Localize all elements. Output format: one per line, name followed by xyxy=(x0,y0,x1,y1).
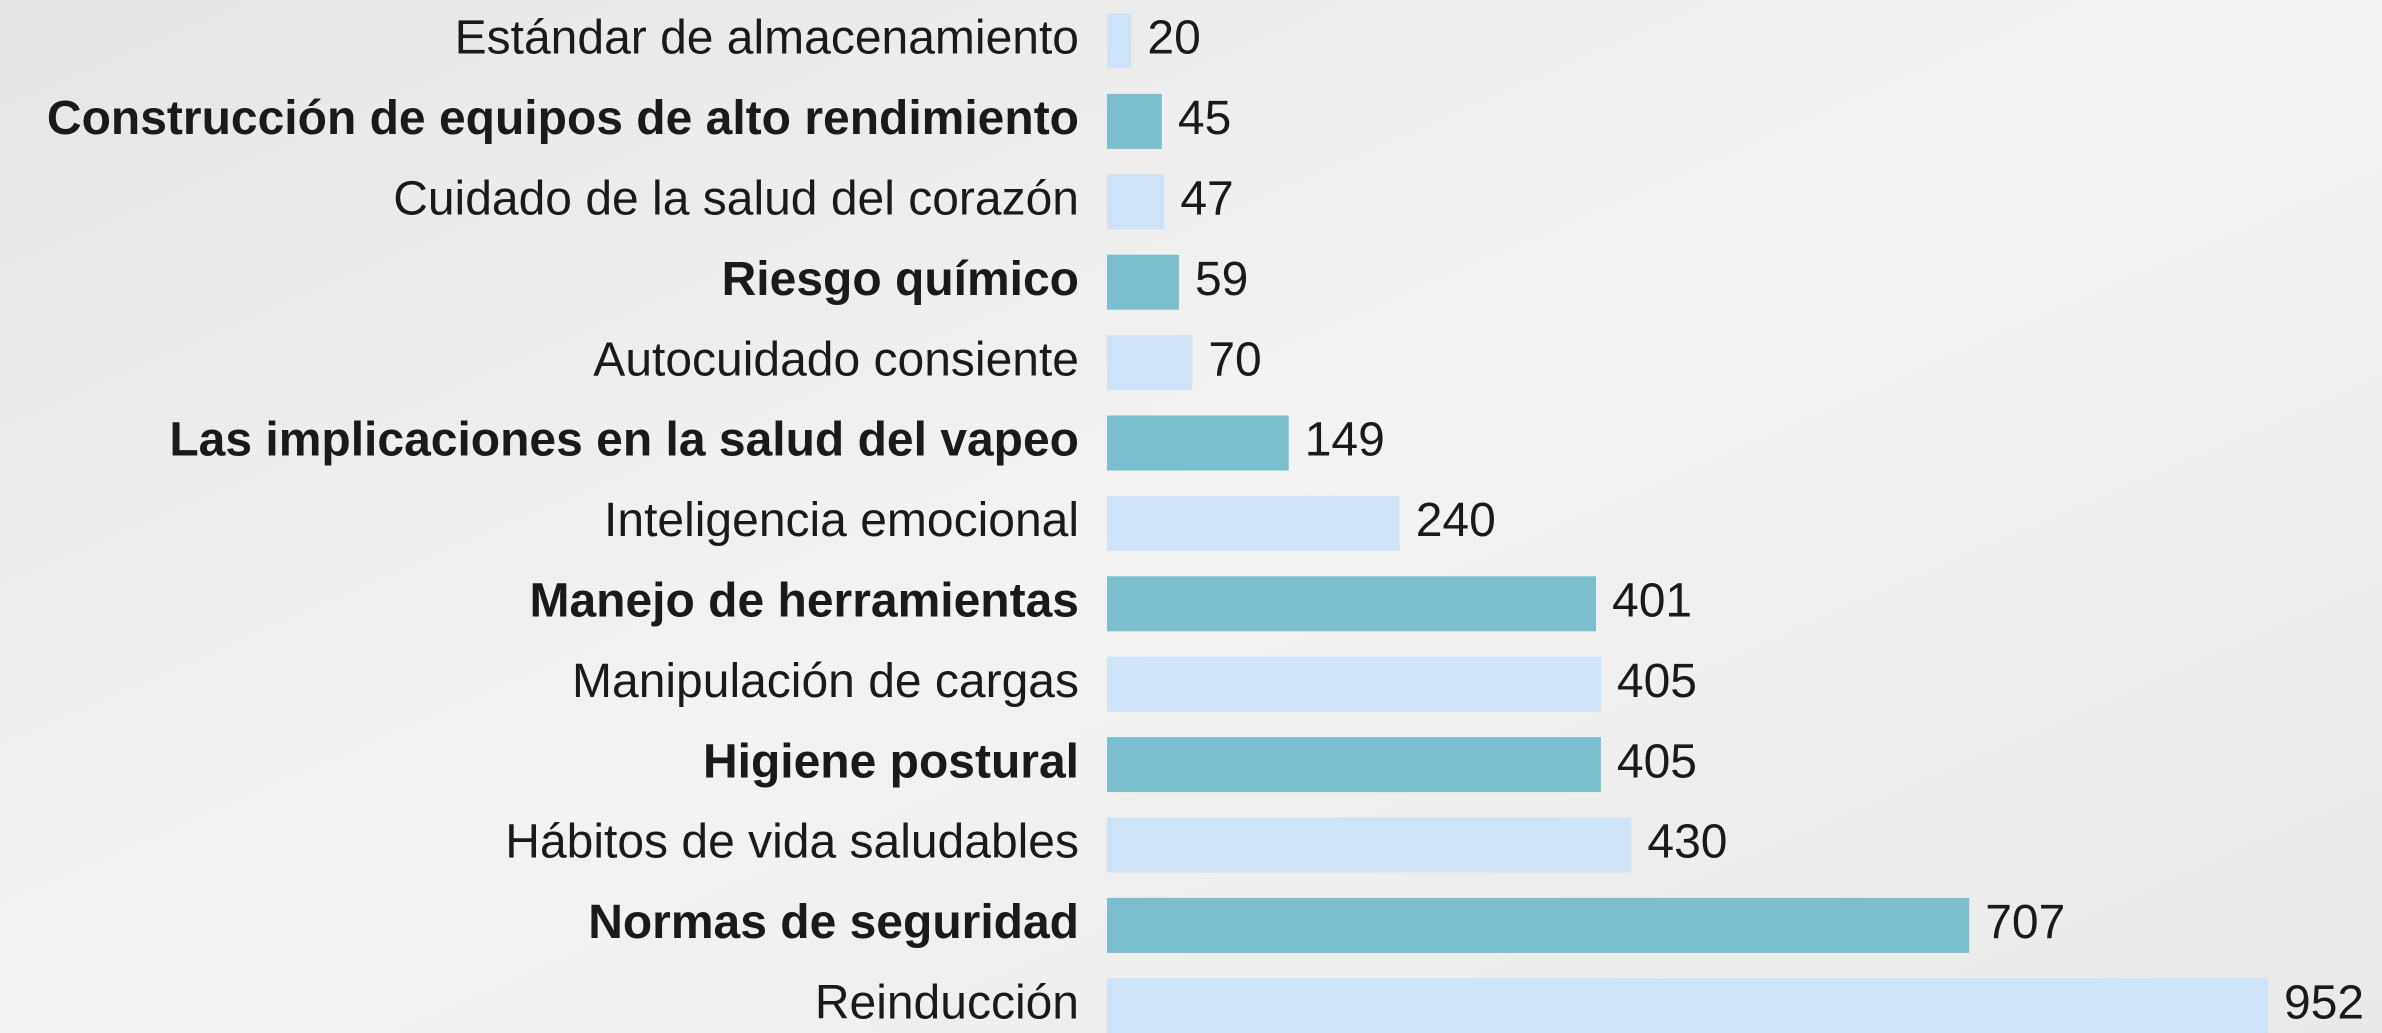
bar xyxy=(1107,14,1131,69)
bar xyxy=(1107,496,1400,551)
value-label: 240 xyxy=(1416,494,1496,547)
category-label: Hábitos de vida saludables xyxy=(505,816,1079,869)
value-label: 405 xyxy=(1617,655,1697,708)
category-label: Construcción de equipos de alto rendimie… xyxy=(47,92,1079,145)
chart: Estándar de almacenamiento 20 Construcción… xyxy=(0,0,2382,1033)
category-label: Las implicaciones en la salud del vapeo xyxy=(169,414,1079,467)
value-label: 430 xyxy=(1647,816,1727,869)
bar xyxy=(1107,94,1162,149)
bar xyxy=(1107,898,1969,953)
bar xyxy=(1107,737,1601,792)
bar xyxy=(1107,818,1631,873)
value-label: 401 xyxy=(1612,574,1692,627)
bar xyxy=(1107,657,1601,712)
value-label: 59 xyxy=(1195,253,1248,306)
category-label: Estándar de almacenamiento xyxy=(455,12,1079,65)
value-label: 70 xyxy=(1208,333,1261,386)
category-label: Riesgo químico xyxy=(722,253,1079,306)
category-label: Manipulación de cargas xyxy=(572,655,1079,708)
value-label: 45 xyxy=(1178,92,1231,145)
category-label: Normas de seguridad xyxy=(588,896,1079,949)
bar xyxy=(1107,978,2268,1033)
bar xyxy=(1107,174,1164,229)
category-label: Reinducción xyxy=(815,976,1079,1029)
category-label: Inteligencia emocional xyxy=(604,494,1079,547)
value-label: 405 xyxy=(1617,735,1697,788)
bar xyxy=(1107,576,1596,631)
value-label: 707 xyxy=(1985,896,2065,949)
value-label: 952 xyxy=(2284,976,2364,1029)
category-label: Cuidado de la salud del corazón xyxy=(393,172,1079,225)
bar xyxy=(1107,255,1179,310)
category-label: Autocuidado consiente xyxy=(593,333,1079,386)
bar xyxy=(1107,416,1289,471)
value-label: 149 xyxy=(1305,414,1385,467)
category-label: Higiene postural xyxy=(703,735,1079,788)
category-label: Manejo de herramientas xyxy=(529,574,1079,627)
bar xyxy=(1107,335,1192,390)
value-label: 20 xyxy=(1147,12,1200,65)
value-label: 47 xyxy=(1180,172,1233,225)
